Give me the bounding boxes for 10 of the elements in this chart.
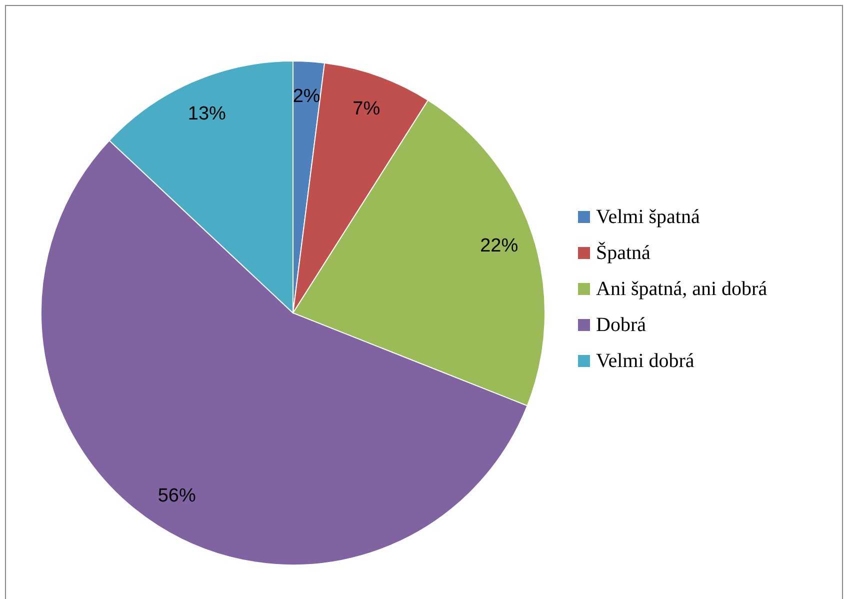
legend-label: Velmi dobrá <box>596 350 694 372</box>
data-label: 22% <box>480 236 518 257</box>
data-label: 7% <box>352 98 380 120</box>
data-label: 2% <box>292 86 320 108</box>
legend-label: Velmi špatná <box>596 206 700 228</box>
legend-label: Špatná <box>596 242 650 264</box>
legend-label: Dobrá <box>596 314 646 336</box>
data-label: 13% <box>188 104 226 125</box>
legend-label: Ani špatná, ani dobrá <box>596 278 768 300</box>
data-label: 56% <box>158 485 196 506</box>
